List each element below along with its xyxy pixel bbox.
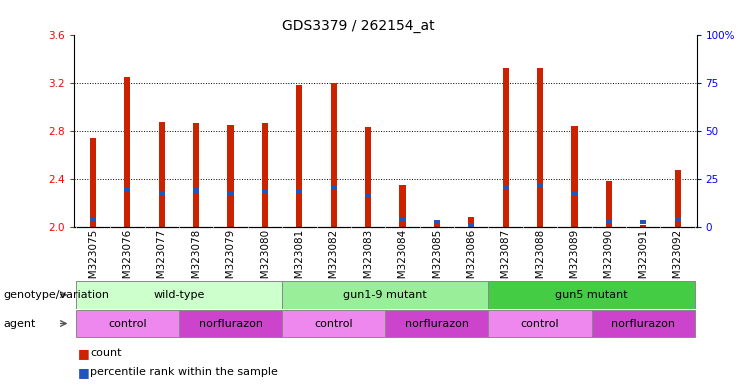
Text: ■: ■ (78, 347, 90, 360)
Bar (124, 76, 130, 227)
Text: GSM323083: GSM323083 (363, 229, 373, 293)
Bar (159, 191, 165, 195)
Bar (262, 190, 268, 194)
Bar (227, 192, 233, 196)
Text: genotype/variation: genotype/variation (4, 290, 110, 300)
Bar (76, 281, 282, 309)
Text: percentile rank within the sample: percentile rank within the sample (90, 367, 279, 377)
Bar (330, 83, 337, 227)
Text: GSM323085: GSM323085 (432, 229, 442, 293)
Bar (433, 220, 440, 224)
Bar (468, 225, 474, 228)
Text: norflurazon: norflurazon (611, 318, 675, 329)
Bar (571, 126, 577, 227)
Text: control: control (314, 318, 353, 329)
Bar (488, 281, 695, 309)
Text: gun5 mutant: gun5 mutant (555, 290, 628, 300)
Text: norflurazon: norflurazon (405, 318, 469, 329)
Bar (537, 184, 543, 188)
Bar (605, 181, 612, 227)
Bar (90, 217, 96, 222)
Text: count: count (90, 348, 122, 358)
Text: GSM323076: GSM323076 (122, 229, 133, 293)
Bar (433, 224, 440, 227)
Text: agent: agent (4, 318, 36, 329)
Text: GSM323075: GSM323075 (88, 229, 98, 293)
Bar (502, 185, 509, 189)
Bar (76, 310, 179, 338)
Bar (674, 170, 681, 227)
Text: GSM323088: GSM323088 (535, 229, 545, 293)
Text: GSM323082: GSM323082 (329, 229, 339, 293)
Bar (193, 123, 199, 227)
Text: GDS3379 / 262154_at: GDS3379 / 262154_at (282, 19, 434, 33)
Bar (399, 217, 405, 222)
Bar (227, 124, 233, 227)
Bar (90, 138, 96, 227)
Text: wild-type: wild-type (153, 290, 205, 300)
Bar (124, 187, 130, 192)
Text: GSM323091: GSM323091 (638, 229, 648, 293)
Bar (591, 310, 695, 338)
Bar (282, 310, 385, 338)
Text: control: control (521, 318, 559, 329)
Text: GSM323084: GSM323084 (397, 229, 408, 293)
Bar (571, 192, 577, 196)
Text: GSM323090: GSM323090 (604, 229, 614, 292)
Bar (159, 122, 165, 227)
Text: GSM323077: GSM323077 (157, 229, 167, 293)
Text: control: control (108, 318, 147, 329)
Text: GSM323086: GSM323086 (466, 229, 476, 293)
Text: GSM323089: GSM323089 (570, 229, 579, 293)
Bar (296, 190, 302, 194)
Text: norflurazon: norflurazon (199, 318, 262, 329)
Text: GSM323087: GSM323087 (501, 229, 511, 293)
Bar (282, 281, 488, 309)
Bar (193, 189, 199, 193)
Bar (365, 127, 371, 227)
Bar (262, 123, 268, 227)
Bar (537, 68, 543, 227)
Text: GSM323079: GSM323079 (225, 229, 236, 293)
Bar (640, 220, 646, 224)
Bar (385, 310, 488, 338)
Text: GSM323080: GSM323080 (260, 229, 270, 292)
Text: GSM323092: GSM323092 (673, 229, 682, 293)
Text: GSM323078: GSM323078 (191, 229, 201, 293)
Bar (468, 217, 474, 227)
Bar (296, 85, 302, 227)
Bar (502, 68, 509, 227)
Text: ■: ■ (78, 366, 90, 379)
Bar (330, 186, 337, 190)
Text: GSM323081: GSM323081 (294, 229, 305, 293)
Bar (365, 193, 371, 197)
Text: gun1-9 mutant: gun1-9 mutant (343, 290, 428, 300)
Bar (399, 185, 405, 227)
Bar (674, 217, 681, 222)
Bar (605, 220, 612, 224)
Bar (179, 310, 282, 338)
Bar (640, 225, 646, 227)
Bar (488, 310, 591, 338)
